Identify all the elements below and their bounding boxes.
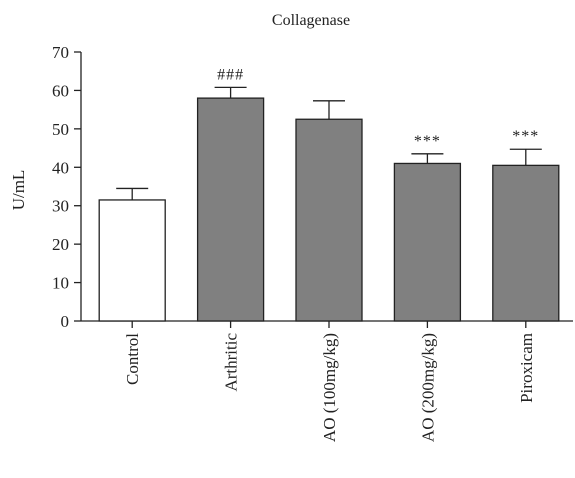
bar-4 (492, 164, 560, 322)
category-label-3: AO (200mg/kg) (418, 333, 437, 442)
category-label-4: Piroxicam (517, 333, 536, 403)
chart-title: Collagenase (272, 12, 350, 29)
y-axis-title: U/mL (9, 170, 28, 211)
y-axis: 0 10 20 30 40 50 60 70 (52, 43, 82, 331)
error-bars-group (116, 86, 542, 200)
y-tick-label: 70 (52, 43, 69, 62)
y-tick-label: 30 (52, 197, 69, 216)
significance-mark-4: *** (512, 128, 539, 145)
y-tick-label: 20 (52, 235, 69, 254)
y-tick-label: 40 (52, 158, 69, 177)
significance-marks: ### *** *** (217, 66, 539, 150)
category-label-2: AO (100mg/kg) (320, 333, 339, 442)
bar-3 (393, 162, 462, 322)
category-label-1: Arthritic (222, 333, 241, 392)
y-tick-label: 50 (52, 120, 69, 139)
significance-mark-3: *** (414, 133, 441, 150)
y-tick-label: 0 (61, 312, 70, 331)
bar-2 (295, 118, 363, 322)
x-axis (81, 320, 573, 328)
bars-group (98, 97, 560, 322)
significance-mark-1: ### (217, 66, 244, 83)
y-tick-label: 10 (52, 274, 69, 293)
y-tick-label: 60 (52, 81, 69, 100)
bar-1 (196, 97, 265, 322)
bar-0 (98, 199, 166, 322)
category-labels: Control Arthritic AO (100mg/kg) AO (200mg/k… (123, 333, 536, 443)
category-label-0: Control (123, 333, 142, 385)
